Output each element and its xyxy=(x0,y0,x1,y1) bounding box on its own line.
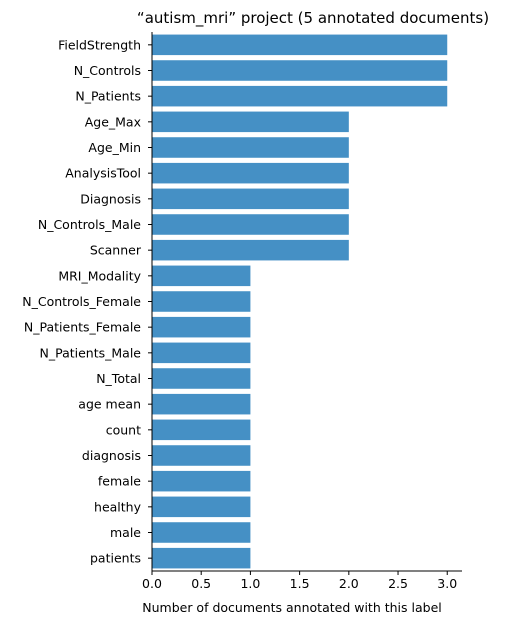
x-tick-label: 1.5 xyxy=(290,576,310,591)
bar xyxy=(152,470,251,492)
y-tick-label: count xyxy=(106,422,141,437)
y-tick-label: MRI_Modality xyxy=(58,268,141,283)
bar xyxy=(152,239,349,261)
x-axis-label: Number of documents annotated with this … xyxy=(142,600,441,615)
y-tick-label: FieldStrength xyxy=(58,37,141,52)
bar xyxy=(152,188,349,210)
bar xyxy=(152,419,251,441)
y-tick-label: Diagnosis xyxy=(80,191,141,206)
x-tick-label: 1.0 xyxy=(240,576,260,591)
y-tick-label: AnalysisTool xyxy=(65,166,141,181)
bar xyxy=(152,111,349,133)
y-tick-label: male xyxy=(110,525,141,540)
bar xyxy=(152,393,251,415)
bar xyxy=(152,162,349,184)
bar xyxy=(152,368,251,389)
bar xyxy=(152,342,251,364)
x-tick-label: 2.0 xyxy=(339,576,359,591)
bar xyxy=(152,496,251,518)
y-tick-label: N_Patients_Male xyxy=(40,345,142,360)
x-axis: 0.0 0.5 1.0 1.5 2.0 2.5 3.0 xyxy=(142,570,462,591)
y-tick-label: diagnosis xyxy=(82,448,141,463)
bar xyxy=(152,316,251,338)
x-tick-label: 0.0 xyxy=(142,576,162,591)
y-tick-label: N_Controls_Female xyxy=(22,294,141,309)
bar xyxy=(152,265,251,287)
x-tick-label: 3.0 xyxy=(437,576,457,591)
y-tick-label: healthy xyxy=(94,499,142,514)
bar xyxy=(152,34,448,56)
y-tick-labels: FieldStrength N_Controls N_Patients Age_Max… xyxy=(22,37,152,566)
bar xyxy=(152,85,448,107)
y-tick-label: Age_Min xyxy=(88,140,141,155)
bar xyxy=(152,214,349,235)
bar xyxy=(152,547,251,569)
x-tick-label: 2.5 xyxy=(388,576,408,591)
y-tick-label: N_Patients_Female xyxy=(24,320,141,335)
bar xyxy=(152,291,251,312)
y-tick-label: age mean xyxy=(78,397,141,412)
bars-layer xyxy=(152,34,448,569)
chart-title: “autism_mri” project (5 annotated docume… xyxy=(137,9,489,28)
y-tick-label: N_Total xyxy=(96,371,141,386)
y-tick-label: N_Controls xyxy=(74,63,141,78)
y-tick-label: female xyxy=(98,474,141,489)
bar xyxy=(152,137,349,158)
y-tick-label: Scanner xyxy=(90,243,142,258)
y-tick-label: N_Patients xyxy=(75,89,141,104)
bar xyxy=(152,522,251,543)
bar xyxy=(152,60,448,81)
x-tick-label: 0.5 xyxy=(191,576,211,591)
y-tick-label: Age_Max xyxy=(85,114,141,129)
bar xyxy=(152,445,251,466)
y-tick-label: N_Controls_Male xyxy=(38,217,141,232)
y-tick-label: patients xyxy=(90,551,141,566)
